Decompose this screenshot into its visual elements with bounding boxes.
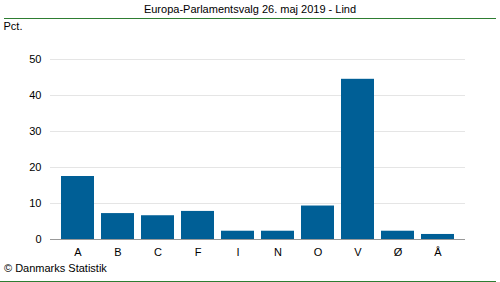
svg-text:V: V <box>354 246 362 258</box>
svg-text:10: 10 <box>29 197 41 209</box>
svg-text:Pct.: Pct. <box>4 20 23 32</box>
svg-text:I: I <box>236 246 239 258</box>
svg-text:50: 50 <box>29 53 41 65</box>
svg-text:O: O <box>314 246 323 258</box>
svg-text:0: 0 <box>35 233 41 245</box>
svg-text:40: 40 <box>29 89 41 101</box>
html-text:Europa-Parlamentsvalg 26. maj: Europa-Parlamentsvalg 26. maj 2019 - Lin… <box>143 3 357 15</box>
svg-text:B: B <box>114 246 121 258</box>
svg-text:Ø: Ø <box>394 246 403 258</box>
html-text:© Danmarks Statistik: © Danmarks Statistik <box>4 262 107 274</box>
svg-text:A: A <box>74 246 82 258</box>
svg-text:F: F <box>195 246 202 258</box>
svg-text:C: C <box>154 246 162 258</box>
svg-text:N: N <box>274 246 282 258</box>
svg-text:30: 30 <box>29 125 41 137</box>
svg-text:Å: Å <box>434 246 442 258</box>
svg-text:20: 20 <box>29 161 41 173</box>
